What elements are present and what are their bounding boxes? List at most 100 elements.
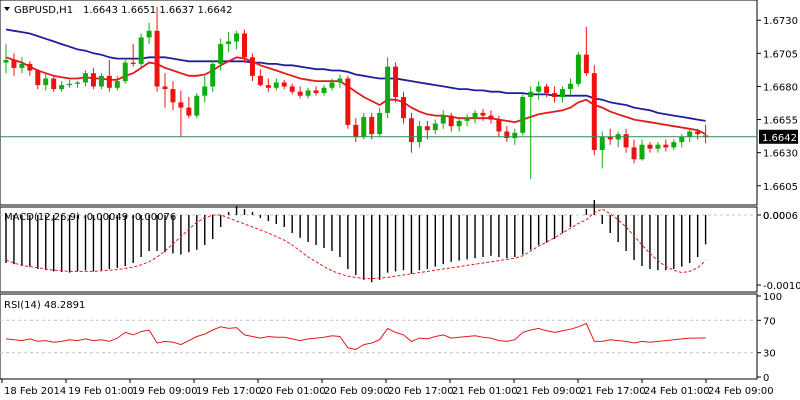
time-axis-label: 18 Feb 2014 — [4, 386, 66, 397]
candle-body — [83, 73, 88, 83]
candle-body — [504, 131, 510, 139]
candle-body — [496, 119, 502, 132]
candle-body — [695, 131, 701, 135]
candle-body — [51, 78, 57, 90]
candle-body — [671, 142, 677, 148]
candle-body — [544, 86, 550, 94]
rsi-axis-label: 0 — [763, 373, 769, 384]
candle-body — [178, 102, 184, 108]
candle-body — [440, 115, 446, 124]
candle-body — [35, 70, 41, 86]
candle-body — [655, 144, 661, 149]
candle-body — [257, 75, 263, 86]
candle-body — [98, 75, 104, 87]
time-axis-label: 21 Feb 17:00 — [580, 386, 646, 397]
candle-body — [210, 63, 216, 87]
candle-body — [345, 78, 351, 125]
time-axis-label: 20 Feb 09:00 — [324, 386, 390, 397]
price-axis-label: 1.6680 — [763, 82, 798, 93]
time-axis-label: 19 Feb 01:00 — [68, 386, 134, 397]
candle-body — [424, 126, 430, 131]
candle-body — [154, 30, 160, 87]
time-axis-label: 21 Feb 09:00 — [516, 386, 582, 397]
macd-axis-label: 0.0006 — [763, 211, 798, 222]
price-panel-frame — [0, 0, 758, 206]
candle-body — [202, 86, 208, 96]
candle-body — [194, 95, 200, 116]
time-axis-label: 19 Feb 09:00 — [132, 386, 198, 397]
candle-body — [567, 83, 573, 90]
candle-body — [599, 136, 605, 151]
macd-panel[interactable]: MACD(12,26,9) -0.00049 -0.00076 — [0, 200, 758, 293]
candle-body — [122, 62, 128, 82]
candle-body — [687, 131, 693, 137]
macd-axis-label: -0.00108 — [763, 281, 800, 292]
candle-body — [488, 115, 494, 120]
ohlc-values: 1.6643 1.6651 1.6637 1.6642 — [83, 5, 233, 16]
candle-body — [67, 83, 73, 86]
candle-body — [520, 97, 526, 133]
candle-body — [289, 86, 295, 92]
candle-body — [623, 134, 629, 148]
candle-body — [679, 136, 685, 143]
candle-body — [265, 85, 271, 88]
price-axis: 1.6730 1.6705 1.6680 1.6655 1.6630 1.6605 — [757, 16, 798, 193]
candle-body — [456, 120, 462, 127]
ma-slow-polyline — [5, 28, 706, 122]
candle-body — [162, 86, 168, 90]
candle-body — [464, 118, 470, 121]
rsi-label: RSI(14) 48.2891 — [4, 300, 85, 311]
candle-body — [583, 54, 589, 74]
macd-axis-label: 0.00 — [763, 211, 785, 222]
candle-body — [361, 116, 367, 137]
candle-body — [313, 90, 319, 94]
candle-body — [416, 126, 422, 143]
macd-histogram — [5, 200, 707, 283]
candle-body — [432, 123, 438, 131]
ma-fast-line — [5, 56, 706, 135]
candle-body — [353, 124, 359, 137]
candle-body — [393, 66, 399, 98]
candle-body — [146, 30, 152, 38]
macd-label: MACD(12,26,9) -0.00049 -0.00076 — [4, 212, 176, 223]
current-price-tag: 1.6642 — [759, 129, 798, 144]
candle-body — [305, 90, 311, 96]
rsi-line — [5, 322, 706, 351]
candle-body — [385, 66, 391, 113]
candle-body — [242, 33, 247, 58]
collapse-arrow-icon[interactable] — [4, 7, 10, 11]
rsi-axis: 100 70 30 0 — [757, 292, 782, 384]
candle-body — [329, 82, 335, 88]
price-panel[interactable]: GBPUSD,H1 1.6643 1.6651 1.6637 1.6642 — [0, 0, 758, 206]
current-price-tag-text: 1.6642 — [762, 133, 797, 144]
candle-body — [377, 112, 383, 135]
candle-body — [639, 144, 645, 160]
time-axis-label: 20 Feb 01:00 — [260, 386, 326, 397]
candle-body — [408, 118, 414, 143]
rsi-panel-frame — [0, 293, 758, 380]
candle-body — [575, 54, 581, 84]
price-axis-label: 1.6705 — [763, 49, 798, 60]
candle-body — [19, 63, 25, 68]
current-price-tag-bg — [759, 129, 798, 144]
candle-body — [591, 73, 597, 151]
candle-body — [512, 132, 518, 139]
rsi-panel[interactable]: RSI(14) 48.2891 — [0, 293, 758, 380]
ma-slow-line — [5, 28, 706, 122]
candle-body — [663, 144, 669, 148]
candle-body — [607, 136, 613, 140]
candle-body — [75, 82, 81, 84]
candle-body — [281, 82, 287, 87]
candle-body — [472, 112, 478, 119]
candle-body — [528, 91, 534, 98]
candle-body — [480, 112, 486, 116]
candle-body — [448, 115, 454, 127]
candle-body — [234, 33, 240, 42]
time-axis-label: 20 Feb 17:00 — [388, 386, 454, 397]
rsi-axis-label: 30 — [763, 349, 776, 360]
candle-body — [90, 73, 96, 87]
candle-body — [273, 82, 279, 88]
candle-body — [249, 57, 255, 76]
